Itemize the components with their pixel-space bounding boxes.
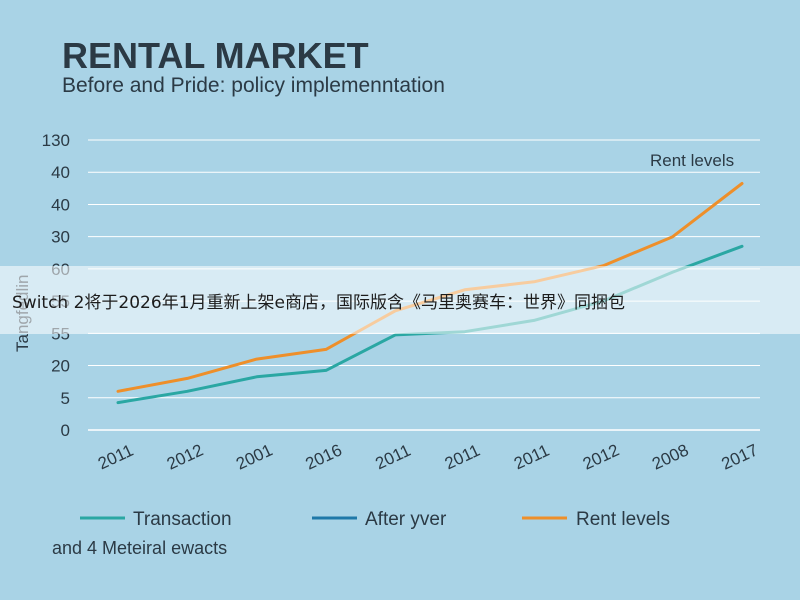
y-tick-label: 40 bbox=[51, 163, 70, 182]
x-tick-label: 2011 bbox=[372, 441, 413, 474]
news-banner: Switch 2将于2026年1月重新上架e商店，国际版含《马里奥赛车：世界》同… bbox=[0, 266, 800, 334]
x-tick-label: 2016 bbox=[303, 440, 345, 473]
x-tick-label: 2008 bbox=[649, 440, 691, 473]
x-tick-label: 2011 bbox=[95, 441, 136, 474]
legend-label-after-yver: After yver bbox=[365, 509, 447, 530]
rent-levels-annotation: Rent levels bbox=[650, 151, 734, 170]
x-tick-label: 2011 bbox=[442, 441, 483, 474]
y-tick-label: 130 bbox=[42, 131, 70, 150]
legend-label-rent-levels: Rent levels bbox=[576, 509, 670, 530]
chart-title: RENTAL MARKET bbox=[62, 35, 369, 76]
chart-subtitle: Before and Pride: policy implemenntation bbox=[62, 74, 445, 97]
y-tick-label: 5 bbox=[61, 389, 70, 408]
x-tick-label: 2012 bbox=[580, 440, 622, 473]
y-tick-label: 20 bbox=[51, 357, 70, 376]
y-tick-label: 0 bbox=[61, 421, 70, 440]
x-axis-ticks: 2011 2012 2001 2016 2011 2011 2011 2012 2008 2017 bbox=[95, 440, 761, 473]
legend: Transaction After yver Rent levels bbox=[80, 509, 670, 530]
x-tick-label: 2011 bbox=[511, 441, 552, 474]
banner-text: Switch 2将于2026年1月重新上架e商店，国际版含《马里奥赛车：世界》同… bbox=[12, 292, 625, 313]
legend-label-transaction: Transaction bbox=[133, 509, 232, 530]
y-tick-label: 30 bbox=[51, 228, 70, 247]
footnote: and 4 Meteiral ewacts bbox=[52, 538, 227, 558]
x-tick-label: 2001 bbox=[233, 440, 275, 473]
y-tick-label: 40 bbox=[51, 195, 70, 214]
x-tick-label: 2017 bbox=[719, 440, 761, 473]
x-tick-label: 2012 bbox=[164, 440, 206, 473]
